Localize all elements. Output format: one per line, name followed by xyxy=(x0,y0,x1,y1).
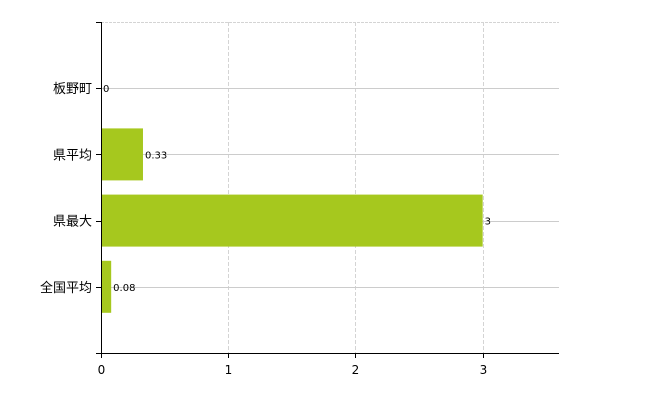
data-label: 3 xyxy=(485,217,491,228)
data-label: 0.08 xyxy=(113,283,135,294)
data-label: 0 xyxy=(103,84,109,95)
x-tick-label: 3 xyxy=(480,363,488,377)
category-label: 板野町 xyxy=(53,82,92,97)
bar xyxy=(101,260,112,313)
x-tick-label: 2 xyxy=(352,363,360,377)
x-tick-label: 0 xyxy=(98,363,106,377)
category-label: 県平均 xyxy=(53,148,92,163)
bar xyxy=(101,128,143,181)
category-label: 県最大 xyxy=(53,215,92,230)
data-label: 0.33 xyxy=(145,150,167,161)
bar xyxy=(101,194,483,247)
category-label: 全国平均 xyxy=(40,280,92,296)
x-tick-label: 1 xyxy=(225,363,233,377)
